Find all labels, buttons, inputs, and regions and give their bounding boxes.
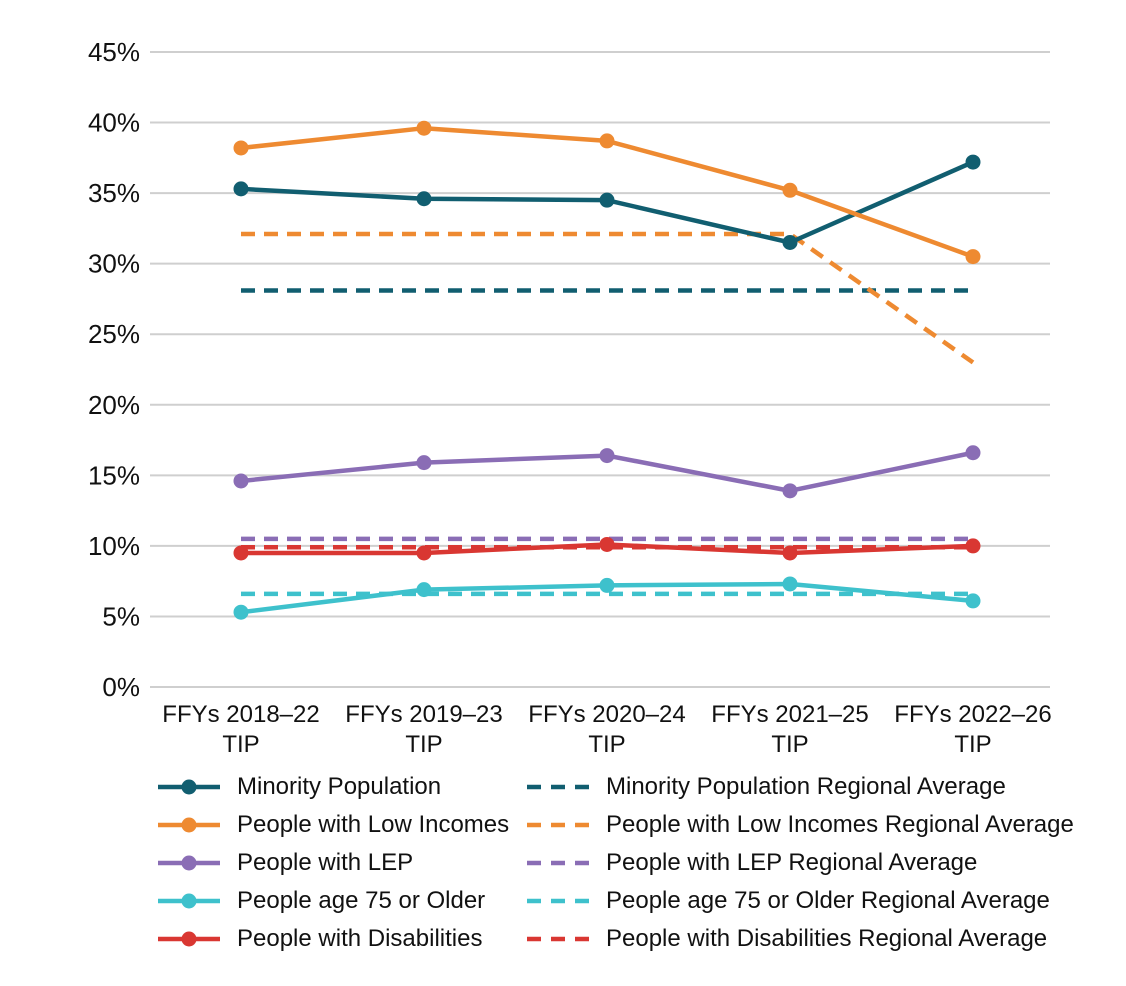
legend-label-people-with-disabilities: People with Disabilities [237, 925, 483, 952]
marker-dot-icon [181, 893, 197, 909]
y-tick-10: 10% [88, 531, 140, 561]
y-axis-tick-labels: 0% 5% 10% 15% 20% 25% 30% 35% 40% 45% [88, 37, 140, 702]
marker-dot-icon [181, 931, 197, 947]
data-point-people-age-75-or-older-3 [782, 576, 798, 592]
data-point-minority-population-2 [599, 192, 615, 208]
x-tick-ffys-2020-24: FFYs 2020–24 [528, 701, 685, 728]
series-minority-population [233, 154, 981, 250]
x-tick-suffix-ffys-2018-22: TIP [222, 731, 259, 758]
data-point-people-with-low-incomes-2 [599, 133, 615, 149]
legend-label-people-with-lep-regional-average: People with LEP Regional Average [606, 849, 978, 876]
y-tick-35: 35% [88, 178, 140, 208]
legend-item-people-with-disabilities: People with Disabilities [158, 920, 527, 958]
legend-label-minority-population-regional-average: Minority Population Regional Average [606, 773, 1006, 800]
data-point-people-with-disabilities-4 [965, 538, 981, 554]
x-tick-ffys-2021-25: FFYs 2021–25 [711, 701, 868, 728]
legend-item-people-with-low-incomes-regional-average: People with Low Incomes Regional Average [527, 806, 1074, 844]
legend-item-minority-population-regional-average: Minority Population Regional Average [527, 768, 1074, 806]
data-point-people-with-lep-4 [965, 445, 981, 461]
legend-swatch-solid-minority-population [158, 779, 220, 795]
x-tick-suffix-ffys-2020-24: TIP [588, 731, 625, 758]
data-point-people-with-lep-0 [233, 473, 249, 489]
data-point-people-with-disabilities-2 [599, 536, 615, 552]
legend-swatch-solid-people-with-low-incomes [158, 817, 220, 833]
series-line-people-with-low-incomes-regional-average [241, 231, 975, 365]
data-point-people-with-disabilities-1 [416, 545, 432, 561]
y-tick-15: 15% [88, 460, 140, 490]
x-tick-ffys-2019-23: FFYs 2019–23 [345, 701, 502, 728]
legend-swatch-dashed-people-with-low-incomes-regional-average [527, 822, 589, 828]
data-point-people-age-75-or-older-4 [965, 593, 981, 609]
legend-label-people-with-lep: People with LEP [237, 849, 414, 876]
legend-swatch-dashed-minority-population-regional-average [527, 784, 589, 790]
legend-item-people-with-lep: People with LEP [158, 844, 527, 882]
legend-label-people-with-low-incomes-regional-average: People with Low Incomes Regional Average [606, 811, 1074, 838]
series-people-with-lep [233, 445, 981, 499]
x-tick-suffix-ffys-2022-26: TIP [954, 731, 991, 758]
legend-item-minority-population: Minority Population [158, 768, 527, 806]
legend-swatch-dashed-people-with-lep-regional-average [527, 860, 589, 866]
chart-legend: Minority Population People with Low Incom… [158, 768, 1074, 958]
legend-label-people-age-75-or-older: People age 75 or Older [237, 887, 486, 914]
legend-swatch-dashed-people-with-disabilities-regional-average [527, 936, 589, 942]
legend-item-people-with-disabilities-regional-average: People with Disabilities Regional Averag… [527, 920, 1074, 958]
data-point-people-age-75-or-older-0 [233, 604, 249, 620]
data-point-minority-population-0 [233, 181, 249, 197]
line-chart: 0% 5% 10% 15% 20% 25% 30% 35% 40% 45% FFYs 2018–2… [88, 37, 1052, 758]
y-tick-25: 25% [88, 319, 140, 349]
y-tick-20: 20% [88, 390, 140, 420]
marker-dot-icon [181, 817, 197, 833]
y-tick-0: 0% [102, 672, 140, 702]
legend-label-people-with-low-incomes: People with Low Incomes [237, 811, 510, 838]
legend-swatch-solid-people-age-75-or-older [158, 893, 220, 909]
marker-dot-icon [181, 779, 197, 795]
legend-swatch-dashed-people-age-75-or-older-regional-average [527, 898, 589, 904]
data-point-people-age-75-or-older-1 [416, 582, 432, 598]
legend-item-people-age-75-or-older-regional-average: People age 75 or Older Regional Average [527, 882, 1074, 920]
data-point-people-with-lep-3 [782, 483, 798, 499]
x-tick-suffix-ffys-2019-23: TIP [405, 731, 442, 758]
data-point-people-with-low-incomes-4 [965, 249, 981, 265]
legend-label-minority-population: Minority Population [237, 773, 442, 800]
legend-swatch-solid-people-with-disabilities [158, 931, 220, 947]
chart-canvas: 0% 5% 10% 15% 20% 25% 30% 35% 40% 45% FFYs 2018–2… [88, 37, 1052, 758]
legend-item-people-with-low-incomes: People with Low Incomes [158, 806, 527, 844]
x-axis-tick-labels: FFYs 2018–22 TIP FFYs 2019–23 TIP FFYs 2020–… [162, 701, 1051, 758]
series-lines [233, 120, 981, 620]
legend-label-people-with-disabilities-regional-average: People with Disabilities Regional Averag… [606, 925, 1048, 952]
series-people-with-low-incomes-regional-average [241, 231, 975, 365]
series-people-with-disabilities [233, 536, 981, 561]
series-people-with-low-incomes [233, 120, 981, 265]
y-tick-30: 30% [88, 249, 140, 279]
y-tick-40: 40% [88, 108, 140, 138]
legend-swatch-solid-people-with-lep [158, 855, 220, 871]
series-people-age-75-or-older [233, 576, 981, 620]
x-tick-suffix-ffys-2021-25: TIP [771, 731, 808, 758]
legend-item-people-with-lep-regional-average: People with LEP Regional Average [527, 844, 1074, 882]
data-point-minority-population-4 [965, 154, 981, 170]
data-point-minority-population-3 [782, 235, 798, 250]
data-point-people-with-low-incomes-3 [782, 182, 798, 198]
data-point-people-with-low-incomes-1 [416, 120, 432, 136]
legend-label-people-age-75-or-older-regional-average: People age 75 or Older Regional Average [606, 887, 1050, 914]
x-tick-ffys-2022-26: FFYs 2022–26 [894, 701, 1051, 728]
data-point-people-with-lep-1 [416, 455, 432, 471]
data-point-people-age-75-or-older-2 [599, 577, 615, 593]
data-point-people-with-disabilities-3 [782, 545, 798, 561]
x-tick-ffys-2018-22: FFYs 2018–22 [162, 701, 319, 728]
data-point-people-with-disabilities-0 [233, 545, 249, 561]
data-point-people-with-lep-2 [599, 448, 615, 464]
marker-dot-icon [181, 855, 197, 871]
y-tick-5: 5% [102, 601, 140, 631]
data-point-people-with-low-incomes-0 [233, 140, 249, 156]
legend-item-people-age-75-or-older: People age 75 or Older [158, 882, 527, 920]
data-point-minority-population-1 [416, 191, 432, 207]
y-tick-45: 45% [88, 37, 140, 67]
